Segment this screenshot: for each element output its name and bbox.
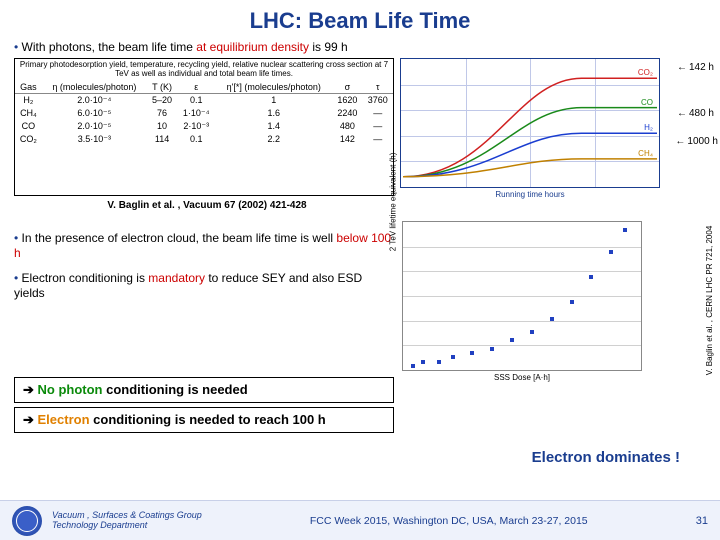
conclusion-box-1: ➔ No photon conditioning is needed: [14, 377, 394, 403]
conclusion-box-2: ➔ Electron conditioning is needed to rea…: [14, 407, 394, 433]
table-cell: H₂: [15, 93, 42, 107]
citation-2: V. Baglin et al. , CERN LHC PR 721, 2004: [706, 226, 715, 376]
data-point: [623, 228, 627, 232]
data-point: [437, 360, 441, 364]
table-cell: CH₄: [15, 107, 42, 120]
annot-142h: 142 h: [677, 62, 714, 73]
arrow-icon: ➔: [23, 382, 38, 397]
table-cell: 1: [215, 93, 332, 107]
table-cell: 2·10⁻³: [177, 120, 215, 133]
data-point: [550, 317, 554, 321]
table-cell: 1.4: [215, 120, 332, 133]
mid-b1-pre: In the presence of electron cloud, the b…: [14, 231, 336, 245]
table-cell: 1620: [332, 93, 362, 107]
slide-title: LHC: Beam Life Time: [0, 0, 720, 38]
table-cell: 5–20: [147, 93, 177, 107]
table-header: T (K): [147, 81, 177, 94]
bullet-top-prefix: With photons, the beam life time: [14, 40, 196, 54]
electron-dominates-label: Electron dominates !: [532, 449, 680, 466]
data-point: [421, 360, 425, 364]
table-cell: 142: [332, 133, 362, 146]
box2-post: conditioning is needed to reach 100 h: [90, 412, 326, 427]
data-point: [470, 351, 474, 355]
table-cell: 1.6: [215, 107, 332, 120]
table-cell: 2.2: [215, 133, 332, 146]
series-label: CH₄: [638, 149, 653, 158]
data-point: [570, 300, 574, 304]
table-header: Gas: [15, 81, 42, 94]
chart-density-vs-time: CO₂COH₂CH₄Running time hours 142 h 480 h…: [400, 58, 712, 196]
table-cell: 3.5·10⁻³: [42, 133, 147, 146]
table-row: H₂2.0·10⁻⁴5–200.1116203760: [15, 93, 393, 107]
table-cell: 3760: [363, 93, 393, 107]
data-point: [510, 338, 514, 342]
chart2-ylabel: 2 TeV lifetime equivalent (h): [389, 153, 398, 252]
data-point: [530, 330, 534, 334]
arrow-icon: ➔: [23, 412, 38, 427]
data-point: [490, 347, 494, 351]
data-point: [451, 355, 455, 359]
table-row: CO2.0·10⁻⁵102·10⁻³1.4480—: [15, 120, 393, 133]
bullet-top-suffix: is 99 h: [309, 40, 348, 54]
data-point: [411, 364, 415, 368]
table-cell: 480: [332, 120, 362, 133]
citation-1: V. Baglin et al. , Vacuum 67 (2002) 421-…: [0, 196, 400, 213]
table-header: η (molecules/photon): [42, 81, 147, 94]
footer-bar: Vacuum , Surfaces & Coatings Group Techn…: [0, 500, 720, 540]
table-cell: 1·10⁻⁴: [177, 107, 215, 120]
mid-b2-red: mandatory: [148, 271, 205, 285]
annot-480h: 480 h: [677, 108, 714, 119]
chart2-xlabel: SSS Dose [A·h]: [494, 373, 550, 382]
table-cell: 0.1: [177, 133, 215, 146]
data-point: [609, 250, 613, 254]
chart1-xlabel: Running time hours: [495, 190, 564, 199]
dept-line2: Technology Department: [52, 521, 202, 531]
dept-label: Vacuum , Surfaces & Coatings Group Techn…: [52, 511, 202, 531]
table-grid: Gasη (molecules/photon)T (K)εη'[*] (mole…: [15, 81, 393, 146]
table-cell: —: [363, 107, 393, 120]
chart-lifetime-vs-dose: 2 TeV lifetime equivalent (h)SSS Dose [A…: [402, 221, 706, 371]
table-cell: —: [363, 133, 393, 146]
table-row: CH₄6.0·10⁻⁵761·10⁻⁴1.62240—: [15, 107, 393, 120]
table-cell: 10: [147, 120, 177, 133]
table-cell: 6.0·10⁻⁵: [42, 107, 147, 120]
page-number: 31: [696, 515, 708, 527]
table-cell: 114: [147, 133, 177, 146]
box2-orange: Electron: [38, 412, 90, 427]
table-header: η'[*] (molecules/photon): [215, 81, 332, 94]
table-cell: 2.0·10⁻⁴: [42, 93, 147, 107]
box1-green: No photon: [38, 382, 103, 397]
table-cell: —: [363, 120, 393, 133]
data-point: [589, 275, 593, 279]
table-cell: 0.1: [177, 93, 215, 107]
table-row: CO₂3.5·10⁻³1140.12.2142—: [15, 133, 393, 146]
data-table: Primary photodesorption yield, temperatu…: [14, 58, 394, 196]
mid-b2-pre: Electron conditioning is: [14, 271, 148, 285]
conference-label: FCC Week 2015, Washington DC, USA, March…: [202, 515, 696, 527]
box1-post: conditioning is needed: [103, 382, 248, 397]
table-caption: Primary photodesorption yield, temperatu…: [15, 59, 393, 81]
table-cell: 2.0·10⁻⁵: [42, 120, 147, 133]
bullet-top: With photons, the beam life time at equi…: [0, 38, 720, 56]
table-cell: 76: [147, 107, 177, 120]
table-cell: 2240: [332, 107, 362, 120]
table-cell: CO₂: [15, 133, 42, 146]
mid-bullets: In the presence of electron cloud, the b…: [14, 221, 394, 371]
annot-1000h: 1000 h: [675, 136, 718, 147]
cern-logo-icon: [12, 506, 42, 536]
bullet-top-red: at equilibrium density: [196, 40, 309, 54]
table-header: τ: [363, 81, 393, 94]
table-cell: CO: [15, 120, 42, 133]
table-header: ε: [177, 81, 215, 94]
table-header: σ: [332, 81, 362, 94]
